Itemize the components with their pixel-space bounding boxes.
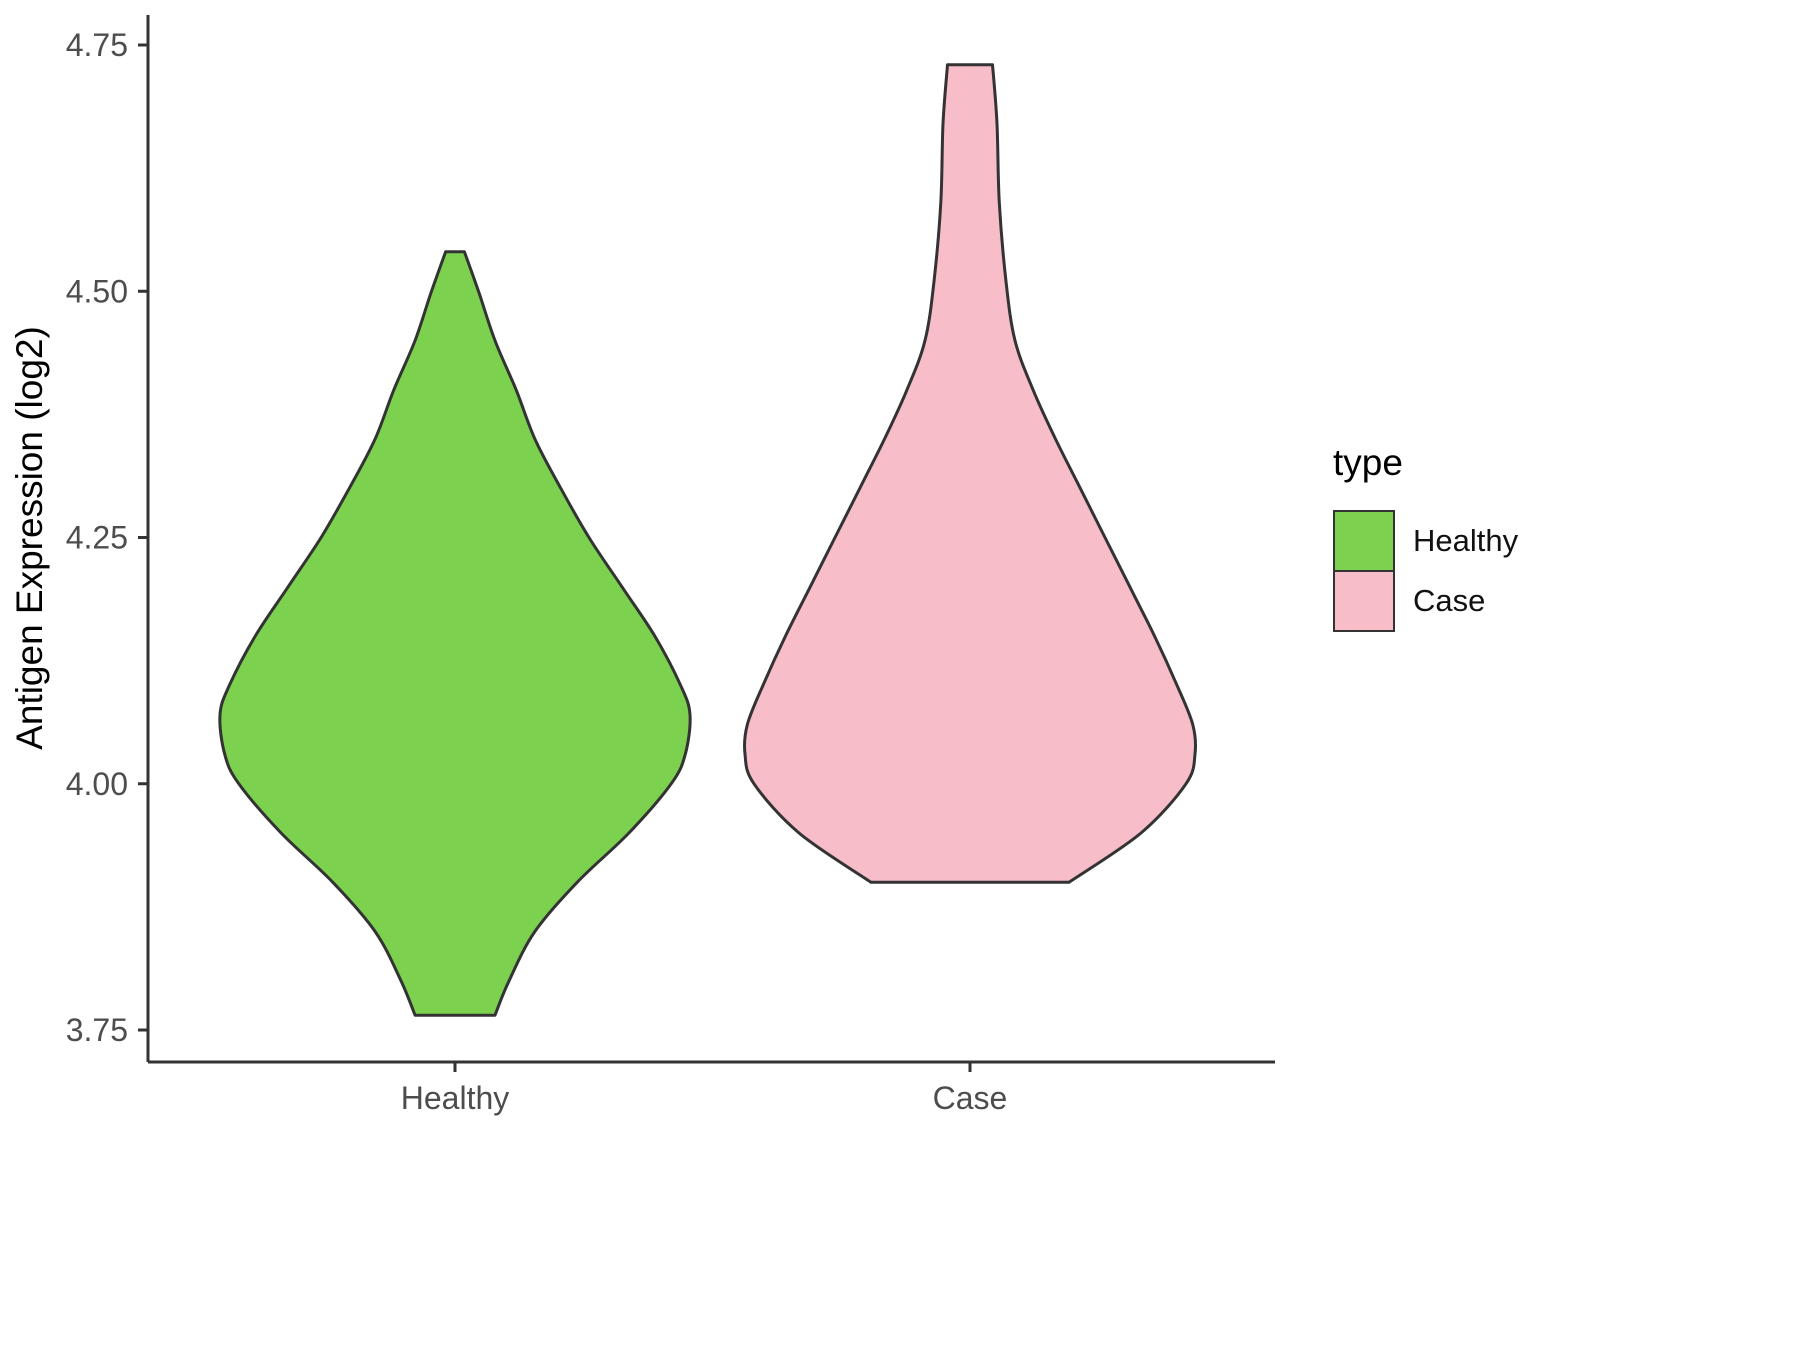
legend-label-case: Case — [1413, 583, 1486, 618]
y-tick-label: 4.00 — [66, 766, 128, 802]
x-tick-label-case: Case — [933, 1080, 1008, 1116]
y-axis-title: Antigen Expression (log2) — [9, 326, 50, 750]
y-tick-label: 3.75 — [66, 1012, 128, 1048]
y-tick-label: 4.75 — [66, 27, 128, 63]
legend-title: type — [1333, 442, 1403, 483]
violin-case — [742, 63, 1198, 884]
legend-item-case: Case — [1333, 570, 1518, 632]
y-tick-label: 4.50 — [66, 273, 128, 309]
violin-healthy — [218, 250, 692, 1017]
legend: type Healthy Case — [1333, 442, 1518, 632]
y-tick-label: 4.25 — [66, 520, 128, 556]
legend-swatch-case — [1333, 570, 1395, 632]
x-tick-label-healthy: Healthy — [401, 1080, 510, 1116]
legend-label-healthy: Healthy — [1413, 523, 1519, 558]
legend-item-healthy: Healthy — [1333, 510, 1518, 572]
legend-swatch-healthy — [1333, 510, 1395, 572]
